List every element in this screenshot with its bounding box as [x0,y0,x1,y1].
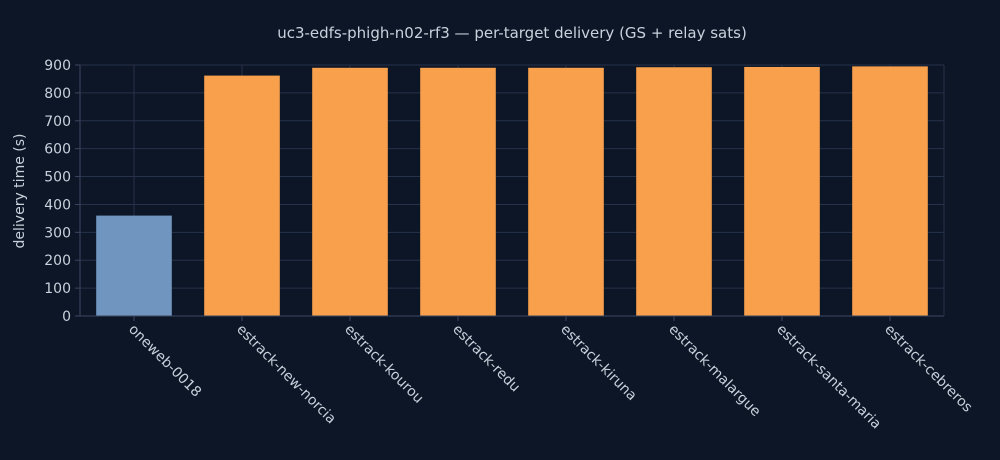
bar-estrack-redu [420,67,496,317]
x-tick-label-4: estrack-kiruna [557,322,639,404]
bar-estrack-malargue [636,67,712,316]
x-tick-label-1: estrack-new-norcia [233,322,339,428]
bar-oneweb-0018 [96,215,172,316]
y-tick-label-5: 500 [44,170,71,186]
bars [96,66,928,317]
x-tick-label-5: estrack-malargue [665,322,763,420]
bar-estrack-cebreros [852,66,928,317]
y-axis-label: delivery time (s) [12,134,28,249]
y-tick-label-6: 600 [44,142,71,158]
y-tick-label-4: 400 [44,197,71,213]
x-tick-label-2: estrack-kourou [341,322,426,407]
x-tick-labels: oneweb-0018 estrack-new-norcia estrack-kou… [125,322,975,433]
bar-estrack-new-norcia [204,75,280,316]
x-tick-label-7: estrack-cebreros [881,322,975,416]
bar-estrack-kourou [312,67,388,317]
x-tick-label-6: estrack-santa-maria [773,322,884,433]
y-tick-label-8: 800 [44,86,71,102]
axes [75,64,945,321]
x-tick-label-0: oneweb-0018 [125,322,204,401]
y-tick-label-7: 700 [44,114,71,130]
y-tick-label-1: 100 [44,281,71,297]
y-tick-label-9: 900 [44,58,71,74]
bar-estrack-santa-maria [744,66,820,316]
y-tick-label-3: 300 [44,225,71,241]
bar-estrack-kiruna [528,67,604,317]
y-tick-label-2: 200 [44,253,71,269]
x-tick-label-3: estrack-redu [449,322,523,396]
chart-title: uc3-edfs-phigh-n02-rf3 — per-target deli… [277,24,747,42]
y-tick-label-0: 0 [62,309,71,325]
y-tick-labels: 0 100 200 300 400 500 600 700 800 900 [44,58,71,325]
